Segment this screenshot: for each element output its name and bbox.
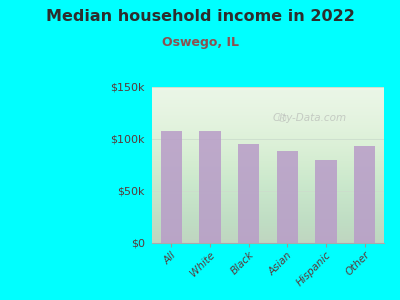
Bar	[199, 131, 221, 243]
Bar	[277, 152, 298, 243]
Bar	[315, 160, 337, 243]
Bar	[354, 146, 375, 243]
Text: Median household income in 2022: Median household income in 2022	[46, 9, 354, 24]
Text: ⊙: ⊙	[277, 112, 287, 125]
Bar	[161, 131, 182, 243]
Text: City-Data.com: City-Data.com	[273, 113, 347, 123]
Bar	[238, 144, 259, 243]
Text: Oswego, IL: Oswego, IL	[162, 36, 238, 49]
